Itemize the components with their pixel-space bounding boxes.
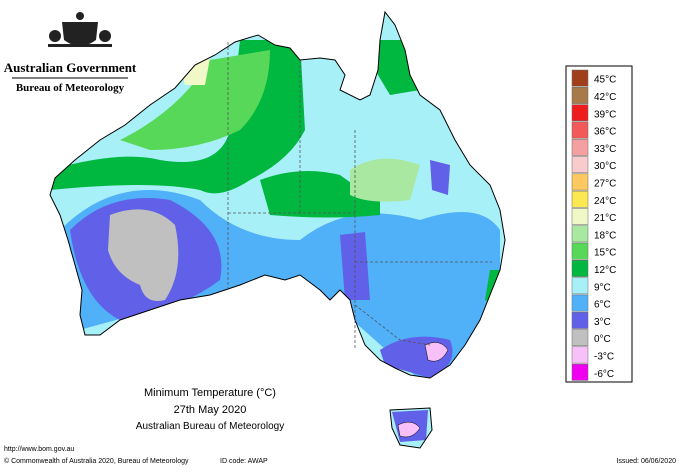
copyright: © Commonwealth of Australia 2020, Bureau… (4, 457, 189, 465)
logo (48, 12, 112, 47)
legend-label: 39°C (594, 109, 616, 120)
legend-swatch (571, 294, 589, 312)
legend-label: 0°C (594, 334, 611, 345)
legend-swatch (571, 190, 589, 208)
url: http://www.bom.gov.au (4, 446, 74, 453)
legend-label: 3°C (594, 317, 611, 328)
legend-label: 15°C (594, 248, 616, 259)
legend-swatch (571, 104, 589, 122)
legend-swatch (571, 121, 589, 139)
legend-label: 21°C (594, 213, 616, 224)
legend-swatch (571, 225, 589, 243)
legend-label: 45°C (594, 75, 616, 86)
legend-swatch (571, 260, 589, 277)
map-source: Australian Bureau of Meteorology (136, 421, 284, 432)
legend-swatch (571, 363, 589, 381)
legend-swatch (571, 208, 589, 225)
legend-label: -3°C (594, 351, 614, 362)
legend-swatch (571, 242, 589, 260)
legend-label: 30°C (594, 161, 616, 172)
legend-label: 33°C (594, 144, 616, 155)
government: Australian Government (4, 60, 137, 75)
legend-label: 36°C (594, 127, 616, 138)
legend-label: 12°C (594, 265, 616, 276)
legend-label: 18°C (594, 230, 616, 241)
legend-swatch (571, 87, 589, 104)
legend: 45°C 42°C 39°C 36°C 33°C 30°C 27°C 24°C 21°C 18°C… (571, 69, 616, 381)
issued: Issued: 06/06/2020 (616, 458, 676, 465)
legend-swatch (571, 173, 589, 191)
legend-swatch (571, 311, 589, 329)
legend-label: 42°C (594, 92, 616, 103)
bureau: Bureau of Meteorology (16, 82, 125, 94)
legend-swatch (571, 69, 589, 87)
legend-label: 9°C (594, 282, 611, 293)
legend-swatch (571, 329, 589, 347)
legend-swatch (571, 277, 589, 295)
legend-label: 6°C (594, 300, 611, 311)
legend-label: 27°C (594, 178, 616, 189)
map-title: Minimum Temperature (°C) (144, 387, 276, 399)
map-date: 27th May 2020 (174, 404, 247, 416)
legend-label: -6°C (594, 369, 614, 380)
legend-swatch (571, 138, 589, 156)
legend-swatch (571, 346, 589, 364)
coastline (49, 10, 506, 449)
legend-swatch (571, 156, 589, 174)
legend-label: 24°C (594, 196, 616, 207)
id-code: ID code: AWAP (220, 458, 268, 465)
state-borders (227, 42, 492, 350)
